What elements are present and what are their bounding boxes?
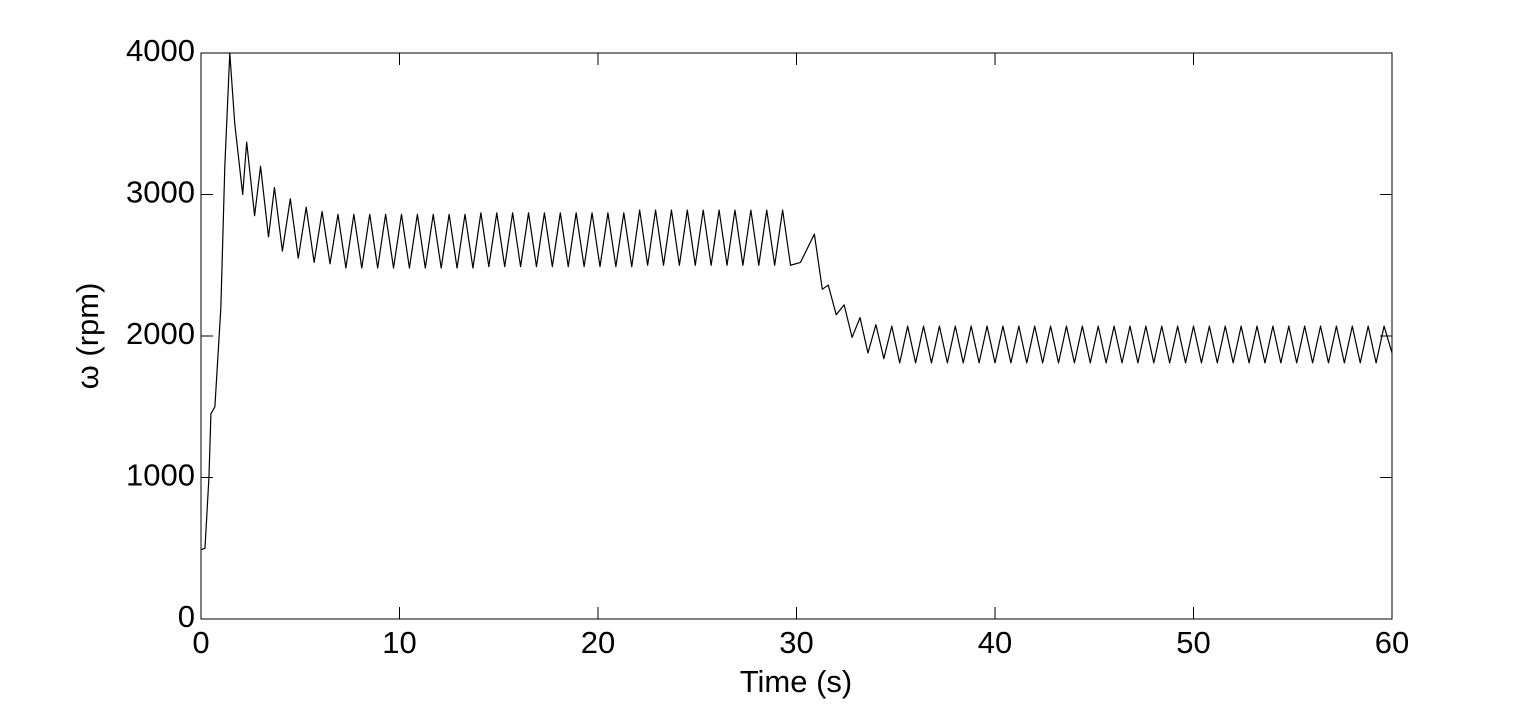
data-line <box>200 52 1393 551</box>
y-tick-label: 3000 <box>126 175 195 210</box>
y-tick-label: 1000 <box>126 458 195 493</box>
x-tick-label: 40 <box>978 625 1012 660</box>
x-tick-label: 60 <box>1375 625 1409 660</box>
x-tick-label: 50 <box>1176 625 1210 660</box>
x-tick-label: 20 <box>581 625 615 660</box>
y-tick-label: 0 <box>178 599 195 634</box>
x-tick-label: 10 <box>382 625 416 660</box>
x-tick-label: 0 <box>192 625 209 660</box>
x-tick-label: 30 <box>779 625 813 660</box>
y-tick-label: 4000 <box>126 33 195 68</box>
y-tick-label: 2000 <box>126 316 195 351</box>
y-axis-label: ω (rpm) <box>70 283 105 390</box>
x-axis-label: Time (s) <box>740 664 853 699</box>
